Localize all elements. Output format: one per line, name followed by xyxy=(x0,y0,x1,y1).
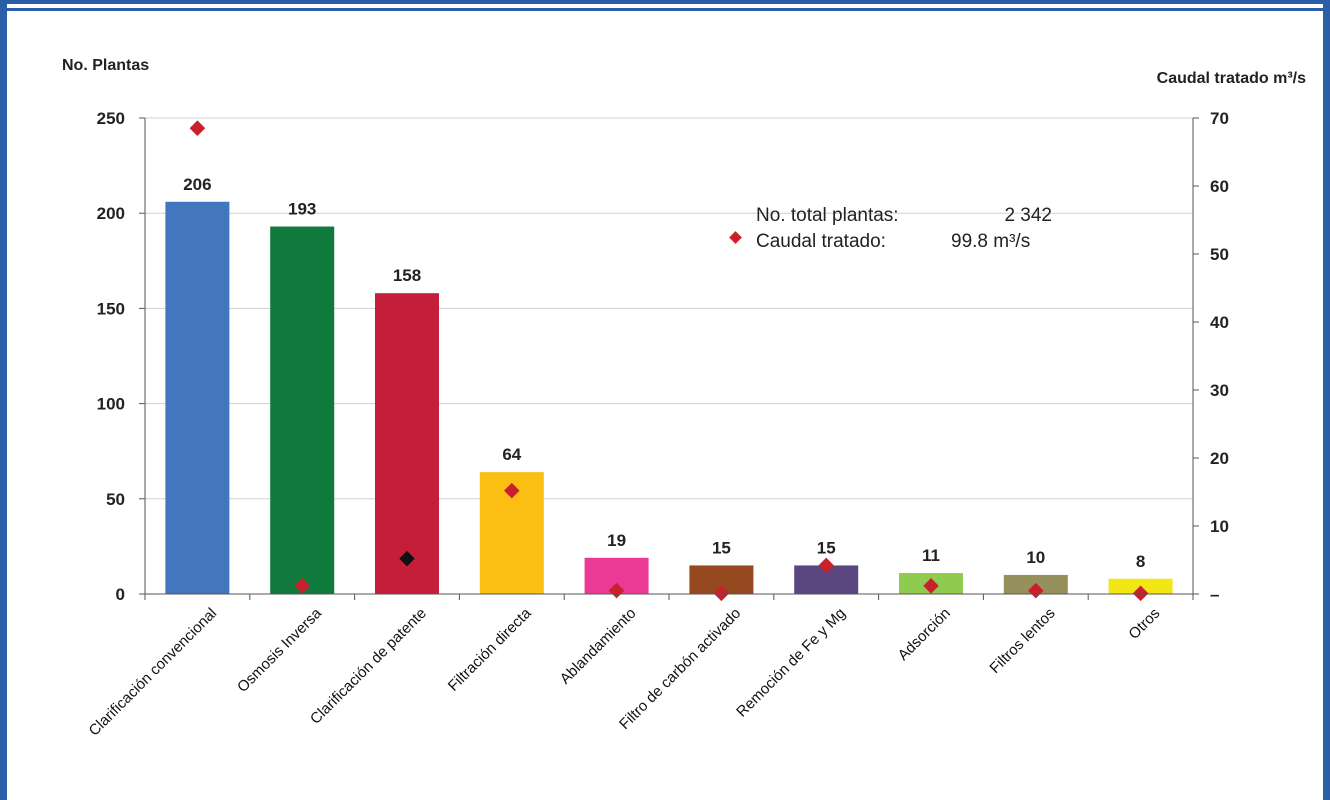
category-label: Otros xyxy=(1125,605,1163,643)
total-plants-value: 2 342 xyxy=(1004,205,1052,226)
caudal-point xyxy=(713,585,730,602)
caudal-total-label: Caudal tratado: xyxy=(756,231,886,252)
category-label: Filtración directa xyxy=(445,604,535,694)
caudal-point xyxy=(1132,585,1149,602)
right-axis-ticks: – 10 20 30 40 50 60 70 xyxy=(1193,109,1229,604)
category-label: Ablandamiento xyxy=(557,605,640,688)
axes xyxy=(144,118,1194,600)
right-tick-label: 40 xyxy=(1210,313,1229,332)
category-labels: Clarificación convencional Osmosis Invers… xyxy=(86,604,1164,739)
right-tick-label: 60 xyxy=(1210,177,1229,196)
category-label: Osmosis Inversa xyxy=(234,604,325,695)
total-plants-label: No. total plantas: xyxy=(756,205,899,226)
left-tick-label: 200 xyxy=(97,204,125,223)
left-axis-ticks: 0 50 100 150 200 250 xyxy=(97,109,145,604)
left-tick-label: 100 xyxy=(97,395,125,414)
category-label: Remoción de Fe y Mg xyxy=(733,605,849,721)
category-label: Filtros lentos xyxy=(986,605,1058,677)
left-tick-label: 150 xyxy=(97,299,125,318)
category-label: Filtro de carbón activado xyxy=(616,605,744,733)
bar-series xyxy=(165,201,1173,594)
bar-value-label: 10 xyxy=(1026,548,1045,567)
caudal-point xyxy=(189,120,206,136)
right-tick-label: – xyxy=(1210,585,1219,604)
bar-value-label: 11 xyxy=(922,546,940,565)
totals-annotation: No. total plantas: 2 342 Caudal tratado:… xyxy=(729,205,1052,252)
right-tick-label: 70 xyxy=(1210,109,1229,128)
right-tick-label: 10 xyxy=(1210,517,1229,536)
left-axis-title: No. Plantas xyxy=(62,57,149,74)
caudal-point xyxy=(818,557,834,574)
right-tick-label: 20 xyxy=(1210,449,1229,468)
bar-value-label: 8 xyxy=(1136,552,1145,571)
category-label: Clarificación de patente xyxy=(307,605,430,728)
bar xyxy=(375,293,439,594)
left-tick-label: 0 xyxy=(116,585,125,604)
category-label: Adsorción xyxy=(895,605,954,664)
bar-value-label: 64 xyxy=(502,445,521,464)
bar-value-label: 15 xyxy=(817,538,836,557)
frame-top-rule xyxy=(7,8,1323,11)
category-label: Clarificación convencional xyxy=(86,605,221,740)
left-tick-label: 50 xyxy=(106,490,125,509)
bar xyxy=(165,201,230,594)
bar-value-label: 193 xyxy=(288,200,316,219)
right-tick-label: 50 xyxy=(1210,245,1229,264)
bar-value-label: 158 xyxy=(393,266,421,285)
bar xyxy=(270,226,335,594)
bar-value-label: 19 xyxy=(607,531,626,550)
bar-data-labels: 206 193 158 64 19 15 15 11 10 8 xyxy=(183,175,1145,571)
bar-value-label: 206 xyxy=(183,175,211,194)
caudal-total-value: 99.8 m³/s xyxy=(951,231,1030,252)
caudal-point xyxy=(923,578,939,594)
right-axis-title: Caudal tratado m³/s xyxy=(1157,70,1306,87)
left-tick-label: 250 xyxy=(97,109,125,128)
right-tick-label: 30 xyxy=(1210,381,1229,400)
bar-value-label: 15 xyxy=(712,538,731,557)
legend-diamond-marker xyxy=(729,231,742,244)
